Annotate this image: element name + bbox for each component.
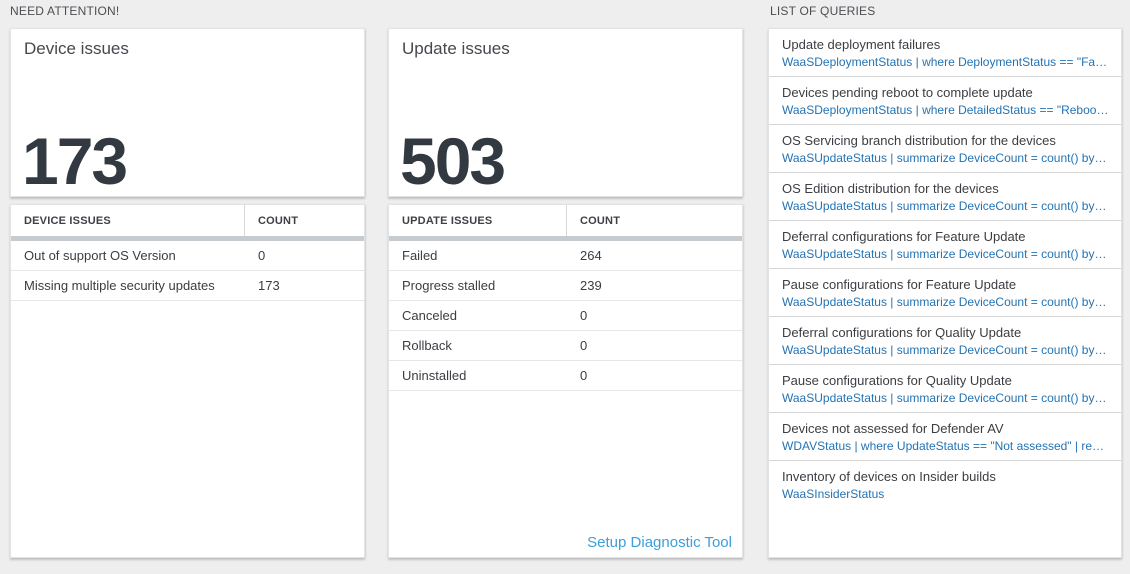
issue-count: 0 [580,338,588,353]
query-name: Update deployment failures [782,37,941,52]
device-issues-title: Device issues [24,39,129,58]
query-list-item[interactable]: Update deployment failures WaaSDeploymen… [769,29,1121,77]
update-issues-column-header: UPDATE ISSUES [389,205,567,236]
need-attention-header: NEED ATTENTION! [10,4,120,18]
update-issue-row[interactable]: Failed 264 [389,241,742,271]
query-name: Pause configurations for Feature Update [782,277,1017,292]
query-list-item[interactable]: Devices not assessed for Defender AV WDA… [769,413,1121,461]
grid-divider-bar [389,236,742,241]
update-issues-grid: UPDATE ISSUES COUNT Failed 264 Progress … [388,204,743,558]
query-name: Devices pending reboot to complete updat… [782,85,1033,100]
query-code-link[interactable]: WaaSDeploymentStatus | where DetailedSta… [782,103,1109,117]
issue-label: Missing multiple security updates [24,278,215,293]
query-name: Deferral configurations for Quality Upda… [782,325,1022,340]
query-list-item[interactable]: Pause configurations for Quality Update … [769,365,1121,413]
query-list-item[interactable]: Deferral configurations for Quality Upda… [769,317,1121,365]
device-issue-row[interactable]: Missing multiple security updates 173 [11,271,364,301]
setup-diagnostic-tool-link[interactable]: Setup Diagnostic Tool [587,534,732,551]
query-code-link[interactable]: WaaSUpdateStatus | summarize DeviceCount… [782,247,1109,261]
issue-label: Failed [402,248,438,263]
query-code-link[interactable]: WaaSUpdateStatus | summarize DeviceCount… [782,199,1109,213]
queries-panel: Update deployment failures WaaSDeploymen… [768,28,1122,558]
query-name: OS Servicing branch distribution for the… [782,133,1056,148]
issue-count: 264 [580,248,602,263]
grid-divider-bar [11,236,364,241]
update-issues-tile[interactable]: Update issues 503 [388,28,743,197]
update-grid-body: Failed 264 Progress stalled 239 Canceled… [389,241,742,391]
query-list-item[interactable]: OS Servicing branch distribution for the… [769,125,1121,173]
device-issue-row[interactable]: Out of support OS Version 0 [11,241,364,271]
update-issue-row[interactable]: Progress stalled 239 [389,271,742,301]
query-list-item[interactable]: OS Edition distribution for the devices … [769,173,1121,221]
update-issue-row[interactable]: Rollback 0 [389,331,742,361]
count-column-header: COUNT [580,214,621,227]
issue-label: Canceled [402,308,457,323]
issue-count: 0 [580,308,588,323]
issue-count: 0 [258,248,266,263]
query-name: OS Edition distribution for the devices [782,181,999,196]
query-code-link[interactable]: WaaSInsiderStatus [782,487,885,501]
device-issues-count: 173 [22,124,128,198]
query-list-item[interactable]: Pause configurations for Feature Update … [769,269,1121,317]
query-code-link[interactable]: WaaSUpdateStatus | summarize DeviceCount… [782,295,1109,309]
update-issues-title: Update issues [402,39,510,58]
query-code-link[interactable]: WDAVStatus | where UpdateStatus == "Not … [782,439,1109,453]
issue-count: 0 [580,368,588,383]
issue-label: Uninstalled [402,368,467,383]
update-issues-count: 503 [400,124,506,198]
issue-label: Rollback [402,338,452,353]
device-grid-body: Out of support OS Version 0 Missing mult… [11,241,364,301]
issue-label: Out of support OS Version [24,248,176,263]
query-list-item[interactable]: Deferral configurations for Feature Upda… [769,221,1121,269]
query-name: Inventory of devices on Insider builds [782,469,996,484]
update-issue-row[interactable]: Canceled 0 [389,301,742,331]
issue-count: 239 [580,278,602,293]
query-name: Devices not assessed for Defender AV [782,421,1004,436]
query-code-link[interactable]: WaaSUpdateStatus | summarize DeviceCount… [782,151,1109,165]
query-list-item[interactable]: Inventory of devices on Insider builds W… [769,461,1121,508]
count-column-header: COUNT [258,214,299,227]
update-grid-header: UPDATE ISSUES COUNT [389,205,742,236]
query-code-link[interactable]: WaaSDeploymentStatus | where DeploymentS… [782,55,1109,69]
query-name: Pause configurations for Quality Update [782,373,1012,388]
device-issues-tile[interactable]: Device issues 173 [10,28,365,197]
queries-list: Update deployment failures WaaSDeploymen… [769,29,1121,508]
issue-label: Progress stalled [402,278,496,293]
list-of-queries-header: LIST OF QUERIES [770,4,876,18]
query-code-link[interactable]: WaaSUpdateStatus | summarize DeviceCount… [782,343,1109,357]
query-name: Deferral configurations for Feature Upda… [782,229,1026,244]
query-code-link[interactable]: WaaSUpdateStatus | summarize DeviceCount… [782,391,1109,405]
device-issues-grid: DEVICE ISSUES COUNT Out of support OS Ve… [10,204,365,558]
device-issues-column-header: DEVICE ISSUES [11,205,245,236]
issue-count: 173 [258,278,280,293]
update-issue-row[interactable]: Uninstalled 0 [389,361,742,391]
device-grid-header: DEVICE ISSUES COUNT [11,205,364,236]
query-list-item[interactable]: Devices pending reboot to complete updat… [769,77,1121,125]
